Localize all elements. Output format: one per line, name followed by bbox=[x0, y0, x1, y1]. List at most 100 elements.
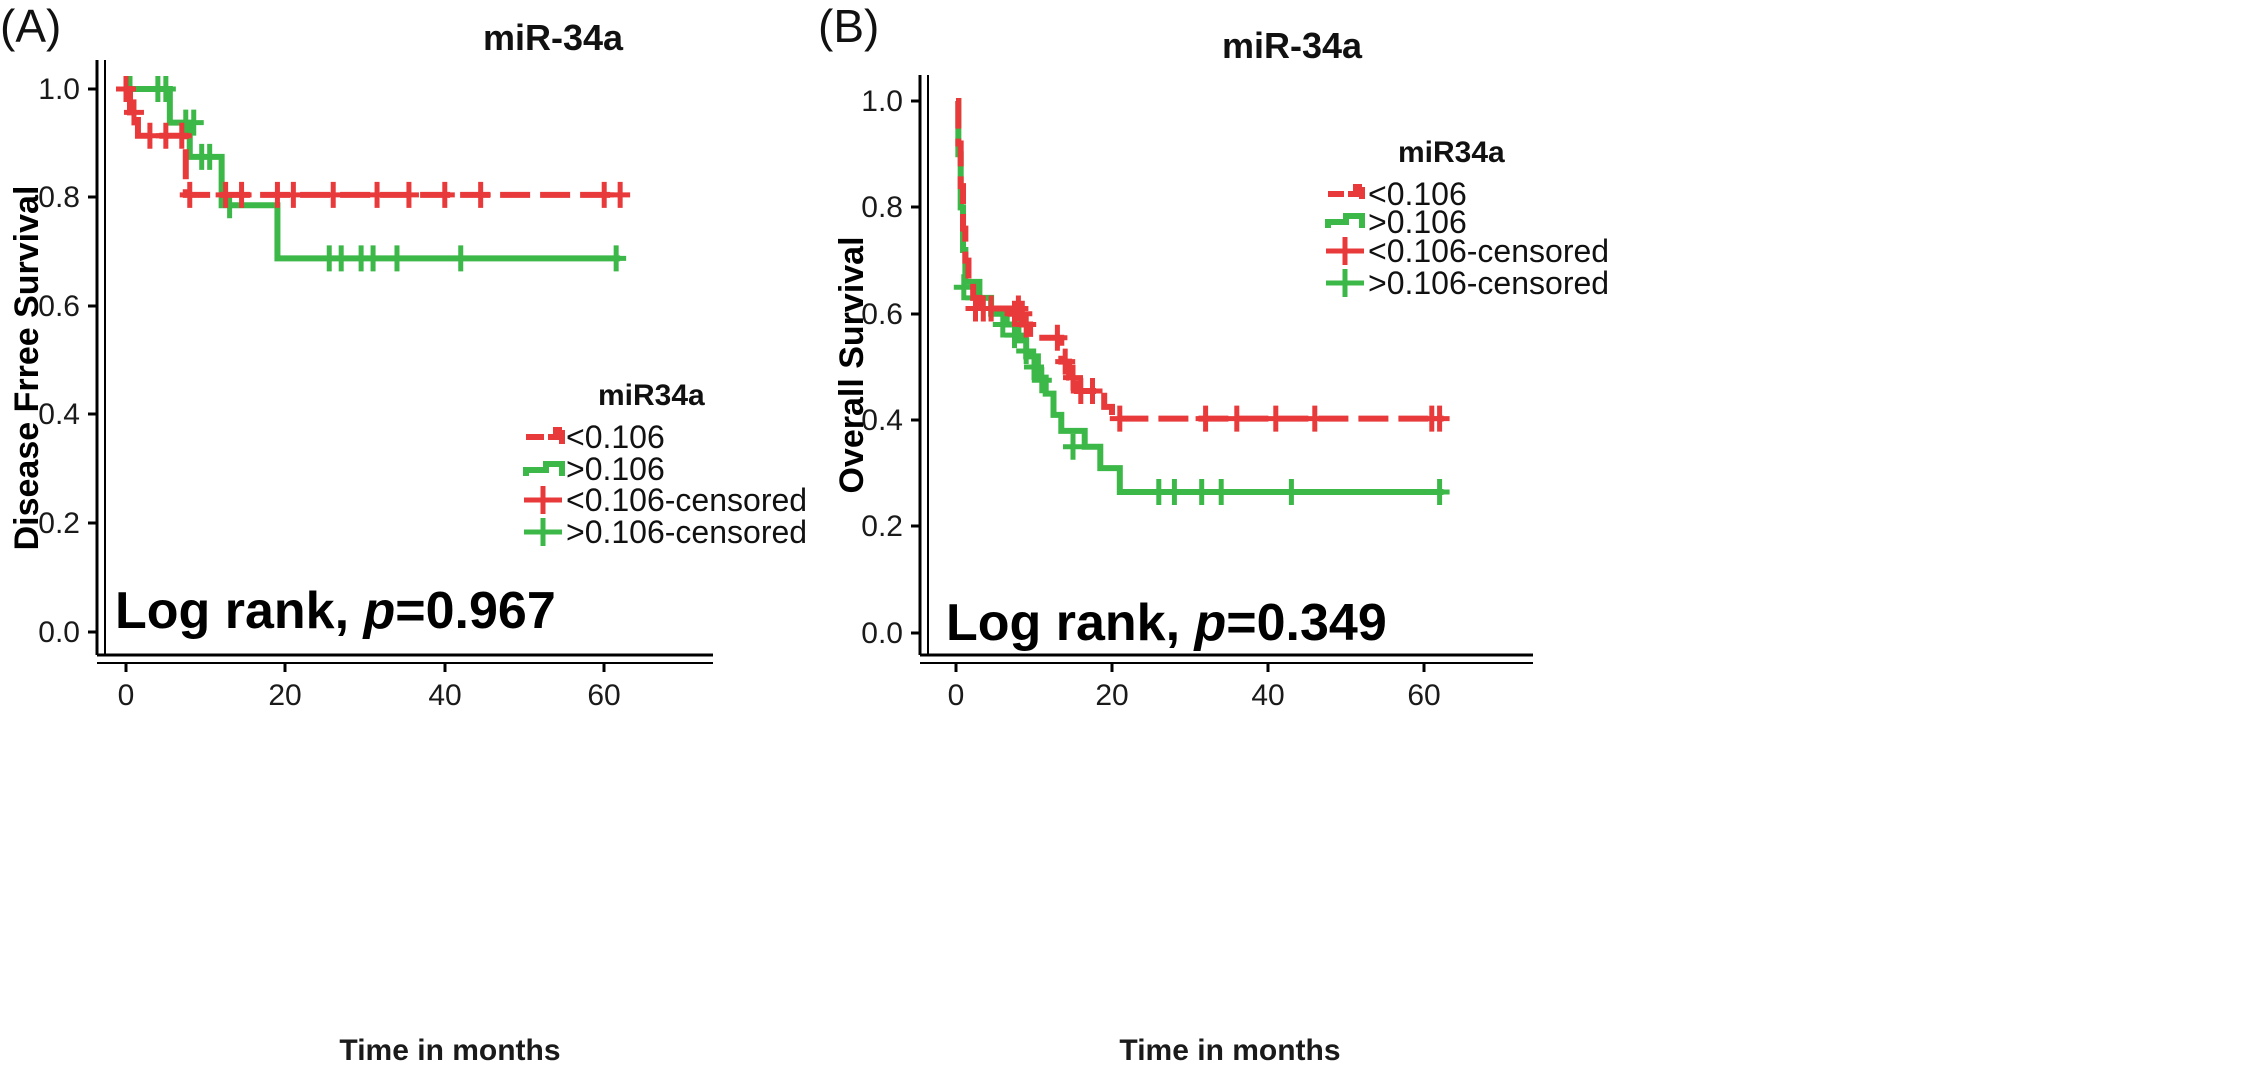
censor-mark-low-a-12 bbox=[398, 181, 419, 208]
censor-mark-low-a-11 bbox=[367, 181, 388, 208]
legend-swatch-b-high bbox=[1325, 213, 1365, 228]
legend-swatch-b-low-censored bbox=[1326, 237, 1364, 265]
plot-area-a bbox=[116, 76, 631, 272]
censor-mark-low-a-16 bbox=[610, 181, 631, 208]
legend-entry-b-0: <0.106 bbox=[1368, 176, 1467, 212]
x-tick-label-a-0: 0 bbox=[118, 679, 135, 712]
x-tick-label-a-1: 20 bbox=[268, 679, 301, 712]
legend-a: miR34a <0.106 >0.106 <0.106-censored >0.… bbox=[523, 379, 807, 550]
censor-mark-high-b-3 bbox=[992, 311, 1013, 338]
log-rank-annotation-a: Log rank, p=0.967 bbox=[115, 582, 556, 640]
legend-b: miR34a <0.106 >0.106 <0.106-censored >0.… bbox=[1325, 136, 1609, 301]
legend-entry-b-2: <0.106-censored bbox=[1368, 233, 1609, 269]
legend-swatch-a-high bbox=[523, 461, 565, 476]
legend-entry-a-2: <0.106-censored bbox=[566, 482, 807, 518]
censor-mark-high-a-6 bbox=[199, 143, 220, 170]
log-rank-prefix-b: Log rank, bbox=[946, 594, 1194, 652]
log-rank-annotation-b: Log rank, p=0.349 bbox=[946, 594, 1387, 652]
censor-mark-low-a-0 bbox=[116, 76, 136, 102]
legend-entry-a-3: >0.106-censored bbox=[566, 514, 807, 550]
legend-entry-a-1: >0.106 bbox=[566, 451, 665, 487]
legend-swatch-a-low bbox=[526, 427, 565, 444]
log-rank-value-a: =0.967 bbox=[395, 582, 556, 640]
censor-mark-low-a-1 bbox=[123, 99, 144, 126]
y-tick-label-b-4: 0.8 bbox=[861, 191, 903, 224]
censor-mark-low-b-7 bbox=[1047, 324, 1068, 351]
legend-entry-b-3: >0.106-censored bbox=[1368, 265, 1609, 301]
censor-mark-low-b-14 bbox=[1226, 405, 1247, 432]
censor-mark-low-b-11 bbox=[1082, 377, 1103, 404]
km-curve-high-a bbox=[126, 86, 621, 262]
y-axis-label-a: Disease Frree Survival bbox=[8, 186, 46, 551]
censor-mark-high-a-14 bbox=[606, 245, 627, 272]
censor-mark-high-b-11 bbox=[1191, 479, 1212, 506]
censor-mark-high-b-8 bbox=[1063, 433, 1083, 460]
legend-swatch-b-high-censored bbox=[1326, 269, 1364, 297]
censor-mark-low-b-12 bbox=[1109, 405, 1130, 432]
censor-mark-low-b-9 bbox=[1063, 364, 1083, 391]
censor-mark-high-a-4 bbox=[183, 109, 204, 136]
legend-title-b: miR34a bbox=[1398, 136, 1505, 169]
censor-mark-high-b-7 bbox=[1031, 367, 1052, 394]
censor-mark-high-a-13 bbox=[450, 245, 471, 272]
y-tick-label-a-4: 0.8 bbox=[38, 181, 80, 214]
y-tick-label-b-3: 0.6 bbox=[861, 298, 903, 331]
censor-mark-high-b-12 bbox=[1211, 479, 1232, 506]
km-curve-low-a bbox=[126, 86, 621, 198]
x-axis-label-a: Time in months bbox=[339, 1034, 560, 1067]
y-tick-label-a-1: 0.2 bbox=[38, 507, 80, 540]
y-tick-label-b-5: 1.0 bbox=[861, 85, 903, 118]
legend-swatch-b-low bbox=[1328, 184, 1365, 199]
y-axis-label-b: Overall Survival bbox=[833, 236, 871, 493]
censor-mark-low-a-9 bbox=[283, 181, 304, 208]
censor-mark-low-b-13 bbox=[1195, 405, 1216, 432]
censor-mark-low-b-8 bbox=[1055, 348, 1076, 375]
chart-title-b: miR-34a bbox=[1222, 25, 1363, 66]
y-tick-label-a-0: 0.0 bbox=[38, 616, 80, 649]
panel-b: (B) miR-34a Overall Survival Time in mon… bbox=[818, 0, 1609, 1067]
censor-mark-low-a-13 bbox=[434, 181, 455, 208]
censor-mark-low-b-16 bbox=[1304, 405, 1325, 432]
censor-mark-high-a-12 bbox=[386, 245, 407, 272]
legend-entry-b-1: >0.106 bbox=[1368, 204, 1467, 240]
x-tick-label-a-3: 60 bbox=[587, 679, 620, 712]
y-tick-label-b-1: 0.2 bbox=[861, 510, 903, 543]
y-tick-label-b-0: 0.0 bbox=[861, 617, 903, 650]
x-tick-label-a-2: 40 bbox=[428, 679, 461, 712]
y-tick-label-b-2: 0.4 bbox=[861, 404, 903, 437]
legend-entry-a-0: <0.106 bbox=[566, 419, 665, 455]
legend-title-a: miR34a bbox=[598, 379, 705, 412]
y-tick-label-a-5: 1.0 bbox=[38, 73, 80, 106]
chart-title-a: miR-34a bbox=[483, 17, 624, 58]
censor-mark-low-a-14 bbox=[470, 181, 491, 208]
log-rank-p-a: p bbox=[361, 582, 395, 640]
x-tick-label-b-2: 40 bbox=[1251, 679, 1284, 712]
plot-area-b bbox=[953, 98, 1450, 506]
censor-mark-high-b-6 bbox=[1024, 354, 1044, 380]
x-tick-label-b-3: 60 bbox=[1407, 679, 1440, 712]
censor-mark-low-b-15 bbox=[1265, 405, 1286, 432]
censor-mark-high-a-11 bbox=[363, 245, 384, 272]
censor-mark-low-b-6 bbox=[1016, 311, 1037, 338]
censor-mark-high-b-14 bbox=[1429, 479, 1450, 506]
censor-mark-high-b-13 bbox=[1281, 479, 1302, 506]
censor-mark-low-a-10 bbox=[323, 181, 344, 208]
panel-label-a: (A) bbox=[0, 0, 61, 52]
censor-mark-low-b-18 bbox=[1429, 405, 1450, 432]
log-rank-prefix-a: Log rank, bbox=[115, 582, 363, 640]
log-rank-p-b: p bbox=[1192, 594, 1226, 652]
censor-mark-high-a-2 bbox=[155, 76, 176, 102]
censor-mark-high-b-10 bbox=[1164, 479, 1185, 506]
x-tick-label-b-0: 0 bbox=[948, 679, 965, 712]
legend-swatch-a-low-censored bbox=[524, 486, 562, 514]
censor-mark-high-a-9 bbox=[331, 245, 352, 272]
censor-mark-high-b-5 bbox=[1016, 338, 1037, 365]
y-tick-label-a-2: 0.4 bbox=[38, 398, 80, 431]
censor-mark-low-a-5 bbox=[179, 181, 200, 208]
panel-label-b: (B) bbox=[818, 0, 879, 52]
censor-mark-low-b-4 bbox=[1008, 295, 1029, 322]
x-tick-label-b-1: 20 bbox=[1095, 679, 1128, 712]
censor-mark-low-a-4 bbox=[171, 122, 192, 149]
censor-mark-low-b-2 bbox=[981, 295, 1002, 322]
